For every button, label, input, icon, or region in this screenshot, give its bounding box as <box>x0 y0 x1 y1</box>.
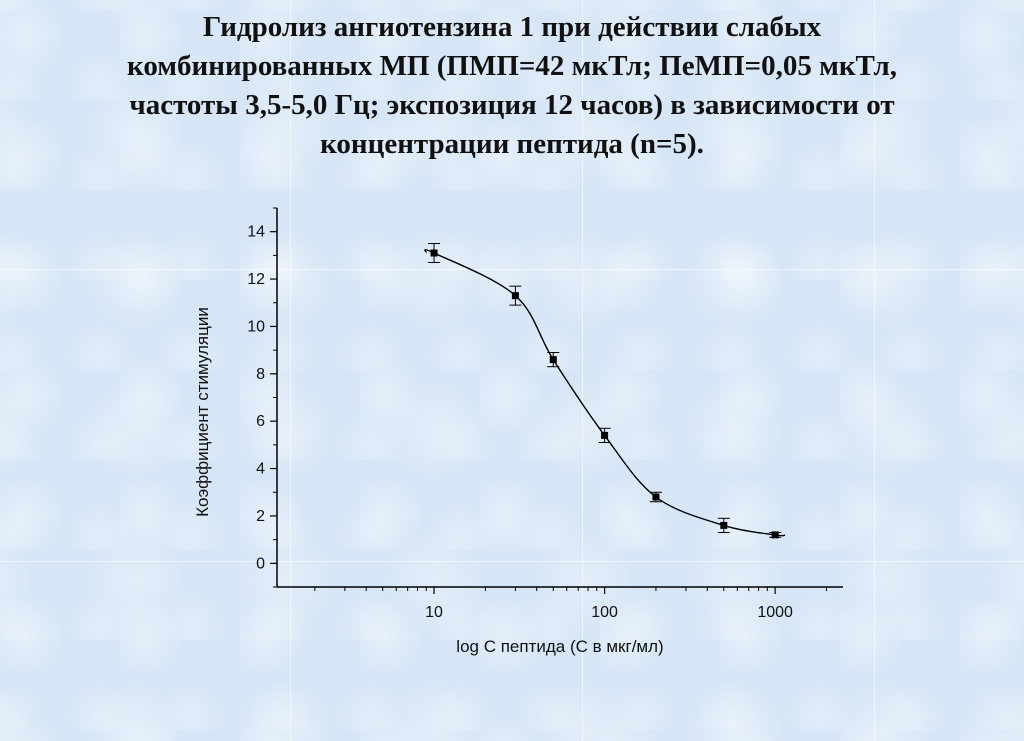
data-marker <box>511 292 519 300</box>
data-point <box>598 427 611 444</box>
data-point <box>769 531 782 539</box>
data-marker <box>771 531 779 539</box>
y-tick-label: 14 <box>247 224 265 241</box>
data-marker <box>720 521 728 529</box>
fit-curve-layer <box>424 249 786 537</box>
plot-frame <box>276 208 843 588</box>
y-axis-title: Коэффициент стимуляции <box>193 307 212 517</box>
y-tick-label: 2 <box>256 508 265 525</box>
y-tick-label: 10 <box>247 318 265 335</box>
y-tick-label: 8 <box>256 366 265 383</box>
data-marker <box>652 493 660 501</box>
fit-curve <box>424 249 786 537</box>
y-tick-label: 12 <box>247 271 265 288</box>
x-tick-label: 100 <box>591 604 618 621</box>
data-point <box>509 285 522 306</box>
data-point <box>717 517 730 534</box>
y-tick-label: 4 <box>256 461 265 478</box>
data-points-layer <box>428 243 782 539</box>
data-marker <box>549 356 557 364</box>
data-marker <box>601 431 609 439</box>
data-point <box>547 351 560 368</box>
data-point <box>428 243 441 263</box>
x-tick-label: 1000 <box>757 604 793 621</box>
y-tick-label: 0 <box>256 555 265 572</box>
y-tick-label: 6 <box>256 413 265 430</box>
data-marker <box>430 249 438 257</box>
slide-title: Гидролиз ангиотензина 1 при действии сла… <box>127 11 897 160</box>
x-axis-title: log C пептида (C в мкг/мл) <box>456 637 663 656</box>
axis-ticks: 0 2 4 6 8 10 12 14 10 100 1000 <box>247 207 827 621</box>
data-point <box>649 491 662 503</box>
x-tick-label: 10 <box>425 604 443 621</box>
